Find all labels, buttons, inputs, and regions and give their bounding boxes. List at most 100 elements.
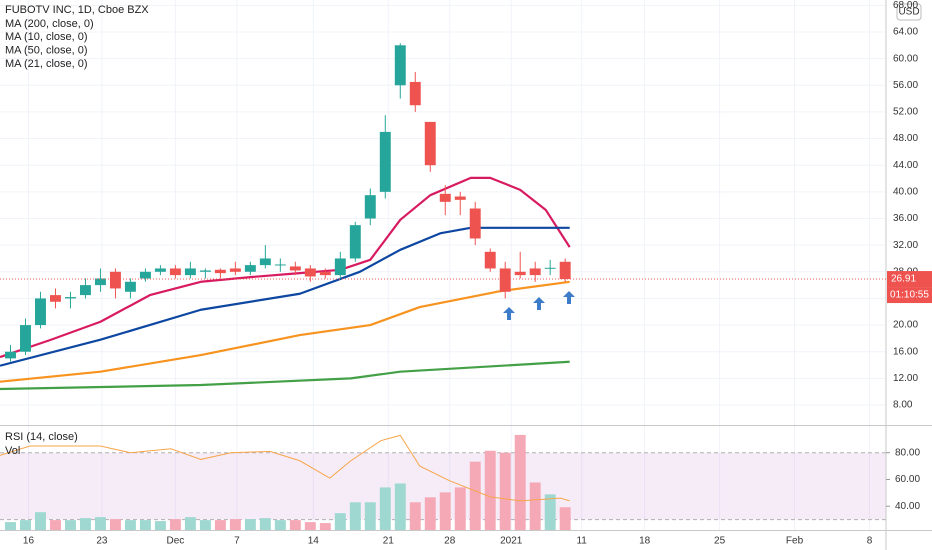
ma-line [0, 176, 571, 359]
volume-bar [244, 519, 256, 530]
candle-body [319, 271, 331, 276]
y-tick-label: 56.00 [893, 80, 918, 91]
x-tick-label: 18 [639, 536, 651, 547]
volume-bar [529, 482, 541, 530]
candle-body [139, 271, 151, 279]
volume-bar [409, 502, 421, 530]
legend-entry: MA (21, close, 0) [5, 58, 88, 70]
y-tick-label: 36.00 [893, 213, 918, 224]
currency-box[interactable] [896, 3, 922, 21]
candle-body [394, 45, 406, 86]
candle-body [124, 281, 136, 292]
candle-body [20, 325, 31, 352]
candle-body [109, 271, 121, 289]
volume-bar [139, 520, 151, 530]
volume-bar [499, 452, 511, 530]
countdown-label: 01:10:55 [890, 290, 929, 301]
candle-body [199, 270, 211, 272]
ma-line [0, 280, 570, 383]
volume-bar [484, 450, 496, 530]
volume-bar [439, 492, 451, 530]
ma-line [0, 226, 570, 367]
candle-body [214, 269, 226, 274]
candle-body [94, 278, 106, 286]
y-tick-label: 64.00 [893, 27, 918, 38]
candle-body [64, 297, 76, 299]
y-tick-label: 8.00 [893, 400, 913, 411]
x-tick-label: 28 [444, 536, 456, 547]
candle-body [289, 266, 301, 271]
x-tick-label: 7 [234, 536, 240, 547]
volume-bar [94, 517, 106, 530]
candle-body [499, 268, 511, 292]
x-tick-label: 16 [23, 536, 35, 547]
candle-body [49, 295, 61, 302]
volume-bar [5, 522, 16, 530]
candle-body [364, 195, 376, 219]
x-tick-label: 25 [714, 536, 726, 547]
y-tick-label: 32.00 [893, 240, 918, 251]
y-tick-label: 44.00 [893, 160, 918, 171]
legend-entry: MA (50, close, 0) [5, 45, 88, 57]
volume-bar [124, 520, 136, 530]
candle-body [304, 268, 316, 277]
candle-body [259, 258, 271, 266]
candle-body [409, 81, 421, 106]
volume-bar [544, 494, 556, 530]
volume-bar [454, 487, 466, 530]
y-tick-label: 40.00 [893, 186, 918, 197]
volume-bar [424, 497, 436, 530]
panes [0, 43, 886, 530]
candle-body [454, 196, 466, 200]
candle-body [559, 261, 571, 280]
x-tick-label: 2021 [500, 536, 523, 547]
candle-body [274, 264, 286, 266]
currency: USD [898, 7, 919, 18]
volume-bar [259, 518, 271, 530]
candle-body [5, 351, 16, 359]
volume-bar [379, 487, 391, 530]
price-tag [887, 271, 932, 288]
arrow [503, 307, 515, 320]
candle-body [439, 193, 451, 202]
volume-bar [334, 513, 346, 530]
arrows [503, 291, 575, 320]
rsi-tick-label: 40.00 [895, 501, 920, 512]
candle-body [349, 225, 361, 259]
x-tick-label: 14 [308, 536, 320, 547]
volume-label: Vol [5, 445, 20, 457]
volume-bar [274, 520, 286, 530]
y-tick-label: 68.00 [893, 0, 918, 11]
arrow [533, 297, 545, 310]
candle-body [379, 131, 391, 192]
rsi-label: RSI (14, close) [5, 431, 78, 443]
y-tick-label: 52.00 [893, 107, 918, 118]
x-tick-label: Dec [167, 536, 185, 547]
candle-body [424, 121, 436, 166]
candle-body [514, 271, 526, 276]
candle-body [334, 258, 346, 276]
y-tick-label: 20.00 [893, 320, 918, 331]
y-tick-label: 60.00 [893, 53, 918, 64]
rsi-tick-label: 60.00 [895, 474, 920, 485]
volume-bar [109, 519, 121, 530]
rsi-line [0, 434, 570, 502]
volume-bar [20, 520, 31, 530]
volume-bar [349, 502, 361, 530]
candle-body [529, 268, 541, 276]
countdown-tag [887, 287, 932, 304]
candle-body [184, 268, 196, 276]
volume-bar [559, 507, 571, 530]
volume-bar [289, 520, 301, 530]
x-tick-label: 8 [867, 536, 873, 547]
arrow [563, 291, 575, 304]
volume-bar [79, 518, 91, 530]
candle-body [229, 268, 241, 272]
x-tick-label: 11 [576, 536, 587, 547]
x-tick-label: 23 [96, 536, 108, 547]
volume-bar [169, 519, 181, 530]
x-tick-label: Feb [786, 536, 804, 547]
rsi-tick-label: 80.00 [895, 447, 920, 458]
